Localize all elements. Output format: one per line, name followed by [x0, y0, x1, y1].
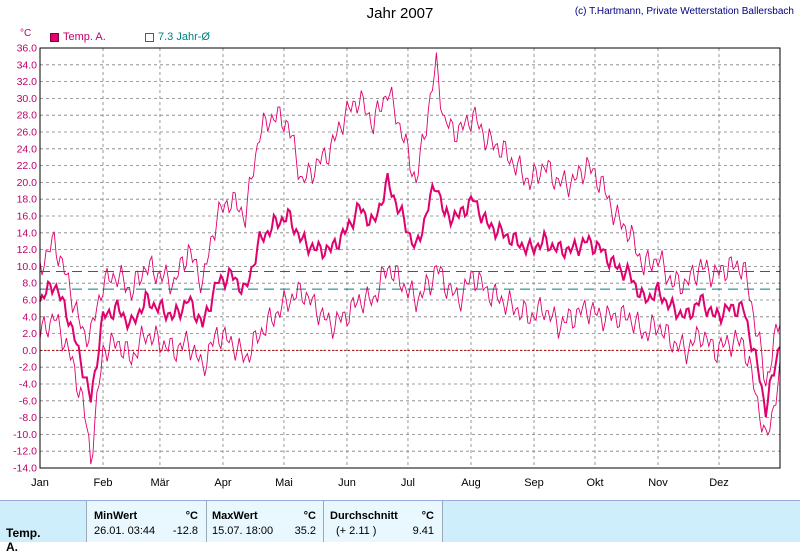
y-tick-label: -12.0	[13, 446, 37, 458]
y-tick-label: 18.0	[17, 194, 38, 206]
y-tick-label: 36.0	[17, 43, 38, 55]
stats-min-header: MinWert	[94, 510, 138, 522]
y-tick-label: 28.0	[17, 110, 38, 122]
x-axis-ticks: Jan Feb Mär Apr Mai Jun Jul Aug Sep Okt Nov Dez	[31, 477, 729, 489]
stats-separator	[86, 501, 87, 542]
x-tick-label: Jan	[31, 477, 49, 489]
y-tick-label: 8.0	[22, 278, 37, 290]
x-tick-label: Apr	[214, 477, 231, 489]
legend-temp-label: Temp. A.	[63, 31, 106, 43]
y-unit-label: °C	[20, 28, 32, 39]
x-tick-label: Aug	[461, 477, 481, 489]
y-tick-label: 12.0	[17, 244, 38, 256]
stats-separator	[323, 501, 324, 542]
credit-text: (c) T.Hartmann, Private Wetterstation Ba…	[574, 6, 794, 17]
y-tick-label: 34.0	[17, 59, 38, 71]
legend-avg-swatch	[145, 32, 154, 42]
chart-title: Jahr 2007	[366, 5, 434, 22]
y-tick-label: 30.0	[17, 93, 38, 105]
stats-panel-body	[86, 501, 442, 542]
y-tick-label: 26.0	[17, 127, 38, 139]
y-tick-label: 2.0	[22, 328, 37, 340]
stats-panel: Temp. A. MinWert °C 26.01. 03:44 -12.8 M…	[0, 500, 800, 554]
y-tick-label: -2.0	[19, 362, 37, 374]
legend-avg: 7.3 Jahr-Ø	[145, 31, 210, 43]
y-tick-label: -10.0	[13, 429, 37, 441]
grid	[40, 47, 780, 469]
stats-separator	[206, 501, 207, 542]
y-tick-label: -4.0	[19, 379, 37, 391]
stats-avg-value: 9.41	[412, 525, 434, 537]
y-tick-label: 16.0	[17, 211, 38, 223]
x-tick-label: Feb	[94, 477, 113, 489]
y-tick-label: 10.0	[17, 261, 38, 273]
y-tick-label: 24.0	[17, 143, 38, 155]
legend-avg-label: 7.3 Jahr-Ø	[158, 31, 210, 43]
y-tick-label: 22.0	[17, 160, 38, 172]
stats-min-cell: MinWert °C 26.01. 03:44 -12.8	[94, 501, 202, 542]
stats-avg-cell: Durchschnitt °C (+ 2.11 ) 9.41	[330, 501, 436, 542]
y-tick-label: 6.0	[22, 295, 37, 307]
stats-row-label: Temp. A.	[6, 526, 41, 554]
x-tick-label: Sep	[524, 477, 544, 489]
stats-min-unit: °C	[185, 510, 198, 522]
x-tick-label: Okt	[586, 477, 603, 489]
stats-max-cell: MaxWert °C 15.07. 18:00 35.2	[212, 501, 318, 542]
y-tick-label: 0.0	[22, 345, 37, 357]
temperature-chart: 36.0 34.0 32.0 30.0 28.0 26.0 24.0 22.0 20.0 18.0…	[13, 43, 781, 489]
x-tick-label: Jun	[338, 477, 356, 489]
y-tick-label: 4.0	[22, 311, 37, 323]
series-lines	[39, 52, 781, 465]
series-mean-line	[39, 173, 781, 418]
x-tick-label: Jul	[401, 477, 415, 489]
x-tick-label: Mär	[150, 477, 169, 489]
x-tick-label: Mai	[275, 477, 293, 489]
x-tick-label: Nov	[648, 477, 668, 489]
stats-min-date: 26.01. 03:44	[94, 525, 156, 537]
y-tick-label: 20.0	[17, 177, 38, 189]
legend-temp-swatch	[50, 32, 59, 42]
stats-max-date: 15.07. 18:00	[212, 525, 274, 537]
y-tick-label: 14.0	[17, 227, 38, 239]
legend-temp: Temp. A.	[50, 31, 106, 43]
stats-avg-unit: °C	[421, 510, 434, 522]
series-min-line	[39, 264, 781, 465]
stats-avg-delta: (+ 2.11 )	[336, 525, 377, 537]
stats-max-header: MaxWert	[212, 510, 258, 522]
y-tick-label: 32.0	[17, 76, 38, 88]
series-max-line	[39, 52, 781, 387]
stats-separator	[442, 501, 443, 542]
y-tick-label: -8.0	[19, 412, 37, 424]
x-tick-label: Dez	[709, 477, 729, 489]
plot-frame	[39, 47, 781, 469]
y-tick-label: -14.0	[13, 463, 37, 475]
stats-max-unit: °C	[303, 510, 316, 522]
stats-min-value: -12.8	[172, 525, 198, 537]
y-tick-label: -6.0	[19, 395, 37, 407]
stats-avg-header: Durchschnitt	[330, 510, 398, 522]
stats-max-value: 35.2	[294, 525, 316, 537]
y-axis-ticks: 36.0 34.0 32.0 30.0 28.0 26.0 24.0 22.0 20.0 18.0…	[13, 43, 37, 475]
